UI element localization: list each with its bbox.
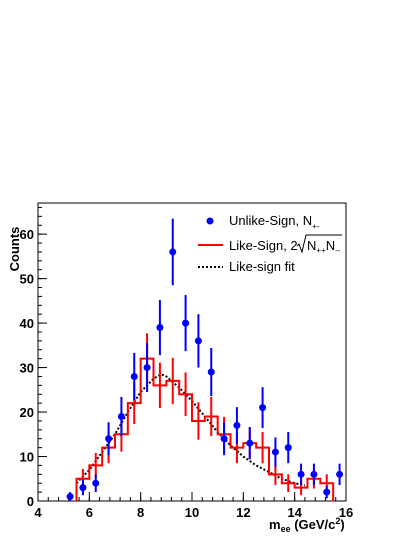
y-tick-label: 40 [20, 316, 34, 331]
svg-text:N++N--: N++N-- [307, 238, 341, 255]
legend-fit-label: Like-sign fit [229, 259, 295, 274]
unlike-sign-point [336, 470, 344, 478]
unlike-sign-point [310, 470, 318, 478]
x-axis-title-unit-close: ) [340, 517, 344, 532]
unlike-sign-point [297, 470, 305, 478]
x-axis-title: mee (GeV/c2) [269, 516, 345, 534]
x-tick-label: 10 [185, 505, 199, 520]
like-sign-layer [75, 333, 335, 501]
unlike-sign-point [246, 439, 254, 447]
legend: Unlike-Sign, N+- Like-Sign, 2 N++N-- Lik… [198, 213, 342, 274]
unlike-sign-point [207, 368, 215, 376]
x-tick-labels: 4 6 8 10 12 14 16 [34, 505, 353, 520]
unlike-sign-point [105, 435, 113, 443]
y-tick-label: 0 [27, 494, 34, 509]
x-axis-title-main: m [269, 517, 281, 532]
legend-like-sqrt-b-sub: -- [335, 246, 341, 255]
legend-like-sqrt-b: N [326, 238, 335, 253]
unlike-sign-point [156, 324, 164, 332]
unlike-sign-point [194, 337, 202, 345]
unlike-sign-point [271, 448, 279, 456]
plot-area [37, 202, 347, 502]
unlike-sign-point [79, 484, 87, 492]
unlike-sign-point [169, 248, 177, 256]
y-tick-label: 20 [20, 405, 34, 420]
unlike-sign-point [233, 421, 241, 429]
x-tick-label: 14 [287, 505, 302, 520]
legend-unlike-label: Unlike-Sign, N [229, 213, 312, 228]
y-axis-title: Counts [7, 227, 22, 272]
x-tick-label: 6 [86, 505, 93, 520]
legend-like-sqrt-a: N [307, 238, 316, 253]
y-tick-label: 60 [20, 227, 34, 242]
legend-like-label: Like-Sign, 2 [229, 238, 298, 253]
x-axis-title-sub: ee [281, 524, 291, 534]
axis-ticks [37, 206, 347, 502]
svg-text:mee (GeV/c2): mee (GeV/c2) [269, 516, 345, 534]
like-sign-fit-curve [75, 373, 306, 487]
like-sign-histogram [75, 357, 335, 501]
unlike-sign-point [220, 435, 228, 443]
unlike-sign-point [117, 412, 125, 420]
x-tick-label: 16 [339, 505, 353, 520]
legend-like-sqrt-sign [296, 234, 342, 254]
unlike-sign-point [92, 479, 100, 487]
x-tick-label: 4 [34, 505, 42, 520]
y-tick-labels: 0 10 20 30 40 50 60 [20, 227, 34, 509]
unlike-sign-point [143, 364, 151, 372]
x-axis-title-unit-sup: 2 [335, 516, 340, 526]
plot-frame [37, 202, 347, 502]
y-tick-label: 50 [20, 272, 34, 287]
fit-curve-layer [75, 373, 306, 487]
x-tick-label: 12 [236, 505, 250, 520]
unlike-sign-point [284, 444, 292, 452]
legend-unlike-sub: +- [312, 222, 320, 231]
unlike-sign-point [182, 319, 190, 327]
svg-text:Unlike-Sign, N+-: Unlike-Sign, N+- [229, 213, 320, 231]
svg-text:Like-Sign, 2: Like-Sign, 2 [229, 238, 298, 253]
unlike-sign-point [259, 404, 267, 412]
legend-like-sqrt-a-sub: ++ [316, 246, 326, 255]
legend-unlike-marker [206, 217, 214, 225]
unlike-sign-point [66, 493, 74, 501]
unlike-sign-point [130, 372, 138, 380]
unlike-sign-point [323, 488, 331, 496]
y-tick-label: 30 [20, 361, 34, 376]
y-tick-label: 10 [20, 450, 34, 465]
x-axis-title-unit: (GeV/c [294, 517, 335, 532]
unlike-sign-layer [66, 218, 344, 501]
x-tick-label: 8 [137, 505, 144, 520]
